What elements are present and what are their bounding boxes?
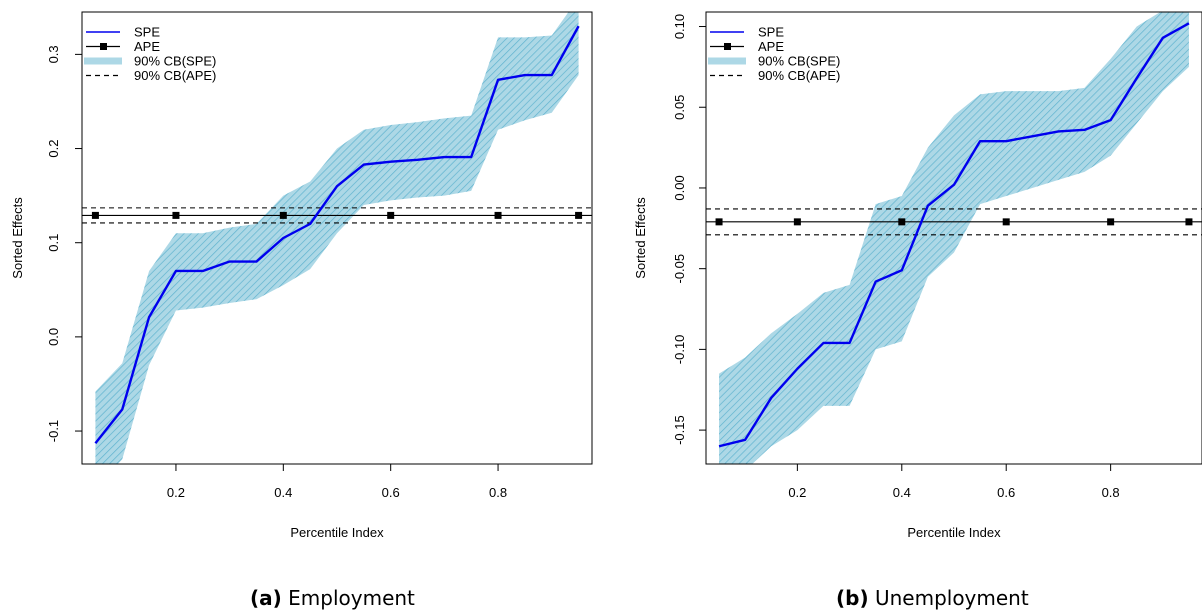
legend-label: SPE bbox=[758, 25, 784, 40]
x-tick-label: 0.8 bbox=[489, 485, 507, 500]
caption-employment: (a) Employment bbox=[250, 586, 415, 610]
legend-label: APE bbox=[134, 39, 160, 54]
legend-label: APE bbox=[758, 39, 784, 54]
x-tick-label: 0.2 bbox=[167, 485, 185, 500]
y-tick-label: -0.1 bbox=[46, 420, 61, 442]
y-axis-label: Sorted Effects bbox=[633, 197, 648, 279]
y-axis-label: Sorted Effects bbox=[10, 197, 25, 279]
ape-point bbox=[494, 211, 502, 219]
legend-label: 90% CB(APE) bbox=[758, 68, 840, 83]
y-tick-label: 0.00 bbox=[672, 175, 687, 200]
ape-point bbox=[1185, 218, 1193, 226]
y-tick-label: 0.1 bbox=[46, 234, 61, 252]
spe-line bbox=[718, 22, 1190, 448]
x-tick-label: 0.4 bbox=[893, 485, 911, 500]
x-axis-label: Percentile Index bbox=[290, 525, 384, 540]
legend-label: 90% CB(SPE) bbox=[758, 54, 840, 69]
x-tick-label: 0.6 bbox=[997, 485, 1015, 500]
caption-text: Employment bbox=[288, 586, 415, 610]
unemployment-chart: 0.2 0.4 0.6 0.8 -0.15 -0.10 -0.05 0.00 0.05 0.10 P… bbox=[633, 11, 1202, 540]
y-tick-label: 0.05 bbox=[672, 95, 687, 120]
legend-label: 90% CB(APE) bbox=[134, 68, 216, 83]
spe-line bbox=[94, 25, 580, 445]
plot-area bbox=[82, 12, 592, 464]
plot-area bbox=[706, 12, 1202, 464]
caption-tag: (a) bbox=[250, 586, 282, 610]
caption-text: Unemployment bbox=[874, 586, 1029, 610]
ape-point bbox=[1107, 218, 1115, 226]
y-tick-label: 0.2 bbox=[46, 140, 61, 158]
y-tick-label: -0.05 bbox=[672, 254, 687, 284]
legend-label: SPE bbox=[134, 25, 160, 40]
caption-unemployment: (b) Unemployment bbox=[836, 586, 1029, 610]
plot-frame bbox=[81, 11, 593, 465]
employment-chart: 0.2 0.4 0.6 0.8 -0.1 0.0 0.1 0.2 0.3 Percentile I… bbox=[10, 11, 593, 540]
ape-point bbox=[1002, 218, 1010, 226]
legend-ape-marker bbox=[100, 43, 107, 50]
x-tick-label: 0.4 bbox=[274, 485, 292, 500]
y-tick-label: 0.0 bbox=[46, 328, 61, 346]
x-tick-label: 0.6 bbox=[382, 485, 400, 500]
x-axis-label: Percentile Index bbox=[907, 525, 1001, 540]
ape-point bbox=[898, 218, 906, 226]
y-tick-label: -0.10 bbox=[672, 335, 687, 365]
x-tick-label: 0.2 bbox=[788, 485, 806, 500]
y-tick-label: 0.3 bbox=[46, 45, 61, 63]
ape-point bbox=[793, 218, 801, 226]
y-tick-label: 0.10 bbox=[672, 14, 687, 39]
legend-label: 90% CB(SPE) bbox=[134, 54, 216, 69]
ape-point bbox=[91, 211, 99, 219]
y-tick-label: -0.15 bbox=[672, 415, 687, 445]
caption-tag: (b) bbox=[836, 586, 869, 610]
spe-confidence-band bbox=[719, 12, 1189, 464]
ape-point bbox=[715, 218, 723, 226]
plot-frame bbox=[705, 11, 1202, 465]
ape-point bbox=[387, 211, 395, 219]
legend-ape-marker bbox=[724, 43, 731, 50]
ape-point bbox=[279, 211, 287, 219]
x-tick-label: 0.8 bbox=[1102, 485, 1120, 500]
ape-point bbox=[575, 211, 583, 219]
ape-point bbox=[172, 211, 180, 219]
spe-confidence-band bbox=[95, 12, 579, 464]
